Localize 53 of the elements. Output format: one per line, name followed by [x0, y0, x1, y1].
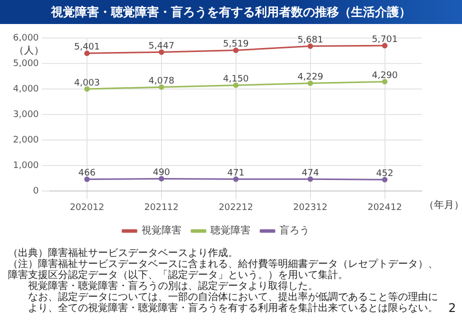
- point: [84, 50, 90, 56]
- point: [84, 86, 90, 92]
- point: [308, 176, 314, 182]
- text: （注）障害福祉サービスデータベースに含まれる、給付費等明細書データ（レセプトデータ）、障害支援区分認定データ（以下、「認定データ」という。）を用いて集計。: [8, 259, 439, 281]
- chart-title: 視覚障害・聴覚障害・盲ろうを有する利用者数の推移（生活介護）: [0, 0, 462, 24]
- point: [158, 49, 164, 55]
- data-label: 471: [227, 168, 244, 179]
- y-tick-label: 6,000: [13, 33, 40, 44]
- data-label: 5,447: [148, 41, 174, 52]
- data-label: 5,701: [372, 34, 398, 45]
- y-tick-label: 5,000: [13, 58, 40, 69]
- y-tick-label: 4,000: [13, 84, 40, 94]
- data-label: 4,290: [372, 71, 398, 82]
- text: なお、認定データについては、一部の自治体において、提出率が低調であること等の理由により、全ての視覚障害・聴覚障害・盲ろうを有する利用者を集計出来ているとは限らない。: [27, 292, 439, 314]
- y-tick-label: 2,000: [13, 135, 40, 146]
- legend-label: 視覚障害: [142, 224, 182, 237]
- point: [233, 48, 239, 54]
- data-label: 5,519: [223, 40, 250, 50]
- data-label: 5,401: [74, 42, 100, 53]
- legend-label: 盲ろう: [280, 224, 310, 237]
- x-tick-label: 202412: [368, 202, 402, 213]
- y-tick-label: 0: [33, 186, 40, 197]
- data-label: 4,003: [74, 78, 100, 88]
- point: [158, 84, 164, 90]
- x-tick-label: 202112: [144, 202, 179, 213]
- x-tick-label: 202012: [70, 202, 104, 213]
- point: [382, 78, 388, 84]
- point: [308, 80, 314, 86]
- data-label: 490: [152, 168, 170, 178]
- x-axis-title: （年月）: [424, 198, 462, 211]
- data-label: 4,150: [223, 74, 250, 85]
- point: [233, 82, 239, 88]
- point: [382, 42, 388, 48]
- data-label: 474: [302, 168, 320, 178]
- y-axis-title: （人）: [14, 46, 44, 57]
- y-tick-label: 3,000: [13, 110, 40, 120]
- point: [84, 176, 90, 182]
- data-label: 4,229: [297, 72, 324, 83]
- x-tick-label: 202212: [218, 202, 254, 213]
- point: [308, 43, 314, 49]
- text: 視覚障害・聴覚障害・盲ろうの別は、認定データより取得した。: [27, 281, 319, 292]
- text: （出典）障害福祉サービスデータベースより作成。: [8, 248, 239, 259]
- text: 2: [448, 301, 456, 315]
- data-label: 4,078: [148, 76, 175, 86]
- data-label: 5,681: [297, 35, 324, 46]
- point: [382, 176, 388, 182]
- point: [158, 176, 164, 182]
- x-tick-label: 202312: [293, 202, 328, 213]
- y-tick-label: 1,000: [13, 161, 40, 172]
- point: [233, 176, 239, 182]
- legend-label: 聴覚障害: [210, 224, 250, 237]
- data-label: 466: [78, 168, 96, 179]
- data-label: 452: [376, 169, 394, 180]
